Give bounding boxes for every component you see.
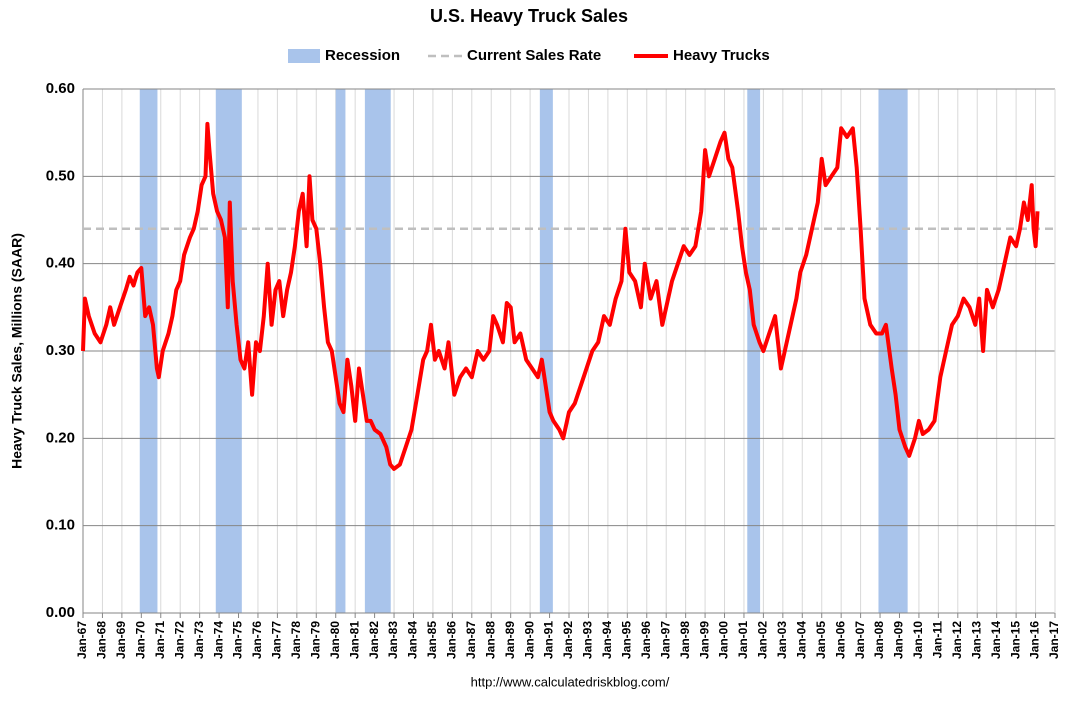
x-tick-label: Jan-05	[814, 621, 828, 659]
x-tick-label: Jan-70	[133, 621, 147, 659]
x-tick-label: Jan-10	[911, 621, 925, 659]
x-tick-label: Jan-73	[192, 621, 206, 659]
x-tick-label: Jan-80	[328, 621, 342, 659]
y-tick-label: 0.30	[46, 342, 75, 359]
x-tick-label: Jan-88	[483, 621, 497, 659]
x-tick-label: Jan-12	[950, 621, 964, 659]
x-tick-label: Jan-77	[270, 621, 284, 659]
x-tick-label: Jan-68	[95, 621, 109, 659]
x-tick-label: Jan-91	[542, 621, 556, 659]
x-tick-label: Jan-67	[75, 621, 89, 659]
x-tick-label: Jan-11	[931, 621, 945, 659]
legend-label: Recession	[325, 47, 400, 64]
y-tick-label: 0.00	[46, 604, 75, 621]
x-tick-label: Jan-71	[153, 621, 167, 659]
x-tick-label: Jan-72	[172, 621, 186, 659]
x-tick-label: Jan-84	[406, 621, 420, 659]
legend-label: Current Sales Rate	[467, 47, 601, 64]
heavy-trucks-line	[81, 121, 1040, 471]
y-tick-label: 0.40	[46, 255, 75, 272]
legend-swatch	[288, 49, 320, 63]
x-tick-label: Jan-85	[425, 621, 439, 659]
x-tick-label: Jan-14	[989, 621, 1003, 659]
x-tick-label: Jan-08	[872, 621, 886, 659]
x-tick-label: Jan-89	[503, 621, 517, 659]
x-tick-label: Jan-00	[717, 621, 731, 659]
x-tick-label: Jan-06	[833, 621, 847, 659]
x-tick-label: Jan-98	[678, 621, 692, 659]
x-tick-label: Jan-90	[522, 621, 536, 659]
x-tick-label: Jan-97	[658, 621, 672, 659]
y-tick-label: 0.10	[46, 517, 75, 534]
x-tick-label: Jan-94	[600, 621, 614, 659]
x-tick-label: Jan-79	[308, 621, 322, 659]
x-tick-label: Jan-76	[250, 621, 264, 659]
x-tick-label: Jan-69	[114, 621, 128, 659]
x-tick-label: Jan-17	[1047, 621, 1061, 659]
x-tick-label: Jan-03	[775, 621, 789, 659]
x-tick-label: Jan-13	[969, 621, 983, 659]
x-tick-label: Jan-82	[367, 621, 381, 659]
x-tick-label: Jan-16	[1028, 621, 1042, 659]
x-tick-label: Jan-99	[697, 621, 711, 659]
x-tick-label: Jan-09	[892, 621, 906, 659]
x-tick-label: Jan-95	[619, 621, 633, 659]
x-tick-label: Jan-01	[736, 621, 750, 659]
x-tick-label: Jan-04	[794, 621, 808, 659]
x-tick-label: Jan-96	[639, 621, 653, 659]
y-axis-label: Heavy Truck Sales, Millions (SAAR)	[9, 233, 25, 469]
x-tick-label: Jan-87	[464, 621, 478, 659]
x-tick-label: Jan-78	[289, 621, 303, 659]
chart-title: U.S. Heavy Truck Sales	[430, 6, 628, 26]
x-tick-label: Jan-07	[853, 621, 867, 659]
x-tick-label: Jan-75	[231, 621, 245, 659]
x-tick-label: Jan-83	[386, 621, 400, 659]
y-tick-label: 0.20	[46, 429, 75, 446]
x-tick-label: Jan-86	[445, 621, 459, 659]
x-tick-label: Jan-74	[211, 621, 225, 659]
x-tick-label: Jan-92	[561, 621, 575, 659]
source: http://www.calculatedriskblog.com/	[471, 674, 670, 689]
y-tick-label: 0.50	[46, 167, 75, 184]
x-tick-label: Jan-93	[581, 621, 595, 659]
x-tick-label: Jan-15	[1008, 621, 1022, 659]
y-tick-label: 0.60	[46, 80, 75, 97]
x-tick-label: Jan-02	[756, 621, 770, 659]
legend-label: Heavy Trucks	[673, 47, 770, 64]
x-tick-label: Jan-81	[347, 621, 361, 659]
